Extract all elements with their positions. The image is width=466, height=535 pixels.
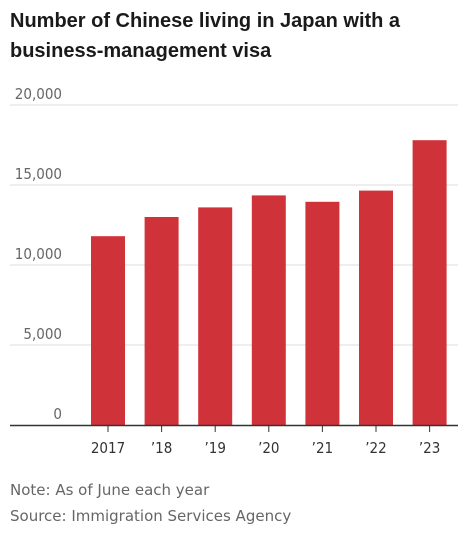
bar-chart: 0 5,000 10,000 15,000 20,000 2017 ’18 ’19 ’20 ’2…: [10, 85, 458, 457]
chart-title: Number of Chinese living in Japan with a…: [10, 10, 401, 62]
x-tick-label: ’19: [204, 439, 225, 457]
bars: [91, 140, 447, 425]
bar: [144, 217, 179, 425]
x-tick-label: ’21: [312, 439, 333, 457]
bar: [305, 201, 340, 425]
x-tick-label: ’22: [365, 439, 386, 457]
y-axis-tick-labels: 0 5,000 10,000 15,000 20,000: [15, 85, 62, 423]
x-tick-label: 2017: [91, 439, 125, 457]
chart-source: Source: Immigration Services Agency: [10, 507, 292, 525]
y-tick-label: 0: [53, 405, 62, 423]
bar: [91, 236, 125, 425]
bar: [251, 195, 286, 425]
y-tick-label: 20,000: [15, 85, 62, 103]
y-tick-label: 5,000: [23, 325, 62, 343]
x-tick-label: ’23: [419, 439, 440, 457]
bar: [412, 140, 447, 425]
chart-note: Note: As of June each year: [10, 481, 210, 499]
x-tick-label: ’18: [151, 439, 172, 457]
x-axis: 2017 ’18 ’19 ’20 ’21 ’22 ’23: [10, 424, 458, 457]
y-tick-label: 10,000: [15, 245, 62, 263]
bar: [198, 207, 233, 425]
bar: [359, 190, 393, 425]
y-tick-label: 15,000: [15, 165, 62, 183]
x-tick-label: ’20: [258, 439, 279, 457]
